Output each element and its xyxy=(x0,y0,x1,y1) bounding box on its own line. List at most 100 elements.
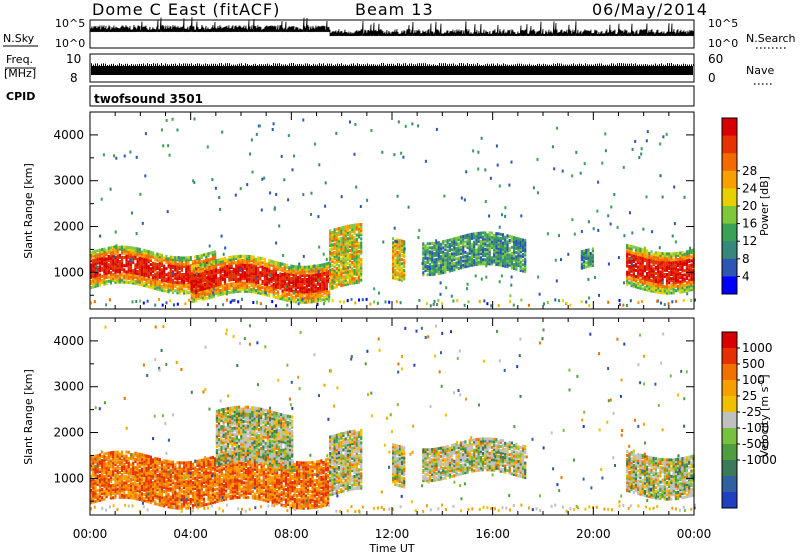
power-cell xyxy=(446,263,449,267)
power-cell xyxy=(329,264,332,268)
power-cell xyxy=(685,262,688,266)
power-cell xyxy=(424,254,427,258)
power-cell xyxy=(178,264,181,268)
power-cell xyxy=(107,271,110,275)
power-cell xyxy=(125,247,128,251)
power-cell xyxy=(323,262,326,266)
power-cell xyxy=(303,267,306,271)
power-cell xyxy=(360,270,363,274)
power-cell xyxy=(683,263,686,266)
power-cell xyxy=(508,257,511,261)
power-cell xyxy=(583,251,586,255)
freq-spike xyxy=(671,63,672,66)
power-cell xyxy=(125,276,128,280)
power-cell xyxy=(470,251,474,255)
power-cell xyxy=(205,257,208,260)
power-cell xyxy=(198,260,201,264)
power-cell xyxy=(677,272,680,276)
power-cell xyxy=(281,289,284,293)
velocity-cell xyxy=(94,487,97,491)
power-cell xyxy=(127,260,130,264)
power-cell xyxy=(138,266,141,270)
power-cell xyxy=(672,252,675,256)
power-cell xyxy=(506,250,509,254)
freq-spike xyxy=(257,64,258,66)
power-cell xyxy=(351,242,354,246)
power-cell xyxy=(446,253,449,257)
power-cell xyxy=(685,266,688,270)
power-cell xyxy=(282,254,285,257)
power-cell xyxy=(192,266,196,270)
power-cell xyxy=(431,270,434,274)
freq-spike xyxy=(439,63,440,66)
power-cell xyxy=(248,269,251,273)
velocity-cell xyxy=(136,466,139,470)
power-cell xyxy=(223,257,227,260)
power-cell xyxy=(103,270,106,274)
power-cell xyxy=(351,252,354,256)
velocity-cell xyxy=(107,478,110,482)
power-cell xyxy=(451,260,454,264)
power-cell xyxy=(403,275,406,279)
power-cell xyxy=(501,251,505,255)
power-cell xyxy=(271,128,274,131)
velocity-cell xyxy=(94,471,97,475)
power-cell xyxy=(482,258,485,262)
power-cell xyxy=(98,265,102,269)
freq-spike xyxy=(421,63,422,66)
power-cell xyxy=(431,273,434,276)
power-cell xyxy=(169,255,172,259)
power-cell xyxy=(98,256,102,260)
power-cell xyxy=(648,258,651,262)
power-cell xyxy=(134,257,137,261)
freq-spike xyxy=(611,63,612,66)
power-cell xyxy=(344,252,347,256)
freq-spike xyxy=(221,63,222,66)
power-cell xyxy=(103,257,106,261)
power-cell xyxy=(426,269,429,273)
power-cell xyxy=(257,258,260,262)
power-cell xyxy=(325,280,328,284)
power-cell xyxy=(453,268,456,272)
power-cell xyxy=(396,252,399,256)
power-cell xyxy=(207,252,210,256)
power-cell xyxy=(403,250,406,254)
power-cell xyxy=(237,279,240,283)
power-cell xyxy=(521,238,525,242)
power-cell xyxy=(643,259,646,262)
power-cell xyxy=(105,280,108,284)
power-cell xyxy=(199,265,202,269)
power-cell xyxy=(92,277,95,281)
power-cell xyxy=(235,286,238,289)
power-cell xyxy=(403,247,406,251)
power-cell xyxy=(279,280,282,284)
power-cell xyxy=(668,252,671,256)
velocity-cell xyxy=(149,501,152,504)
power-cell xyxy=(331,286,334,290)
power-cell xyxy=(210,289,213,293)
power-cell xyxy=(340,267,343,271)
power-cell xyxy=(508,261,511,265)
power-cell xyxy=(490,260,494,264)
power-cell xyxy=(163,272,166,276)
power-cell xyxy=(107,265,110,269)
power-cell xyxy=(263,288,266,292)
power-cell xyxy=(266,281,269,285)
power-cell xyxy=(475,252,478,256)
power-cell xyxy=(297,271,300,275)
power-cell xyxy=(116,274,119,278)
velocity-cell xyxy=(94,489,97,493)
velocity-cell xyxy=(152,489,155,493)
power-cell xyxy=(147,279,150,282)
velocity-cell xyxy=(136,485,139,489)
velocity-cell xyxy=(136,493,139,497)
power-cell xyxy=(648,256,651,259)
power-cell xyxy=(301,280,304,284)
power-cell xyxy=(335,283,338,287)
power-cell xyxy=(288,266,291,270)
power-cell xyxy=(632,282,635,286)
power-cell xyxy=(228,291,231,295)
velocity-cell xyxy=(140,480,144,483)
power-cell xyxy=(331,239,334,243)
power-cell xyxy=(290,268,293,272)
